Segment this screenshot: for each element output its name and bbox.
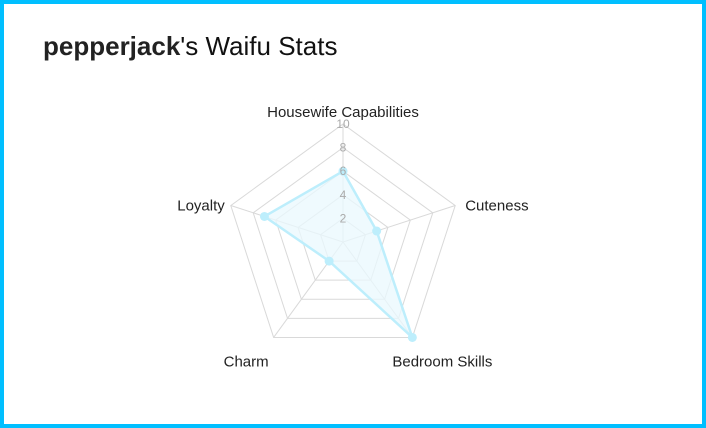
axis-label: Cuteness <box>465 198 528 215</box>
tick-label: 10 <box>336 117 350 131</box>
tick-label: 2 <box>340 211 347 225</box>
page-title: pepperjack's Waifu Stats <box>43 31 337 61</box>
data-point-2[interactable] <box>407 332 417 342</box>
grid-ring <box>230 123 456 338</box>
radar-series <box>259 166 417 342</box>
title-suffix: 's Waifu Stats <box>180 31 338 61</box>
tick-label: 4 <box>340 188 347 202</box>
data-point-3[interactable] <box>324 256 334 266</box>
username: pepperjack <box>43 31 181 61</box>
data-point-0[interactable] <box>338 166 348 176</box>
series-area <box>262 169 414 339</box>
axis-label: Housewife Capabilities <box>267 104 419 121</box>
grid-ring <box>252 146 434 319</box>
data-point-1[interactable] <box>372 226 382 236</box>
radar-axis-labels: Housewife Capabilities Cuteness Bedroom Sk… <box>177 104 528 370</box>
radar-tick-labels: 2 4 6 8 10 <box>336 117 350 225</box>
axis-label: Loyalty <box>177 198 225 215</box>
data-point-4[interactable] <box>259 211 269 221</box>
axis-label: Bedroom Skills <box>392 353 492 370</box>
tick-label: 6 <box>340 164 347 178</box>
tick-label: 8 <box>340 141 347 155</box>
axis-label: Charm <box>224 353 269 370</box>
